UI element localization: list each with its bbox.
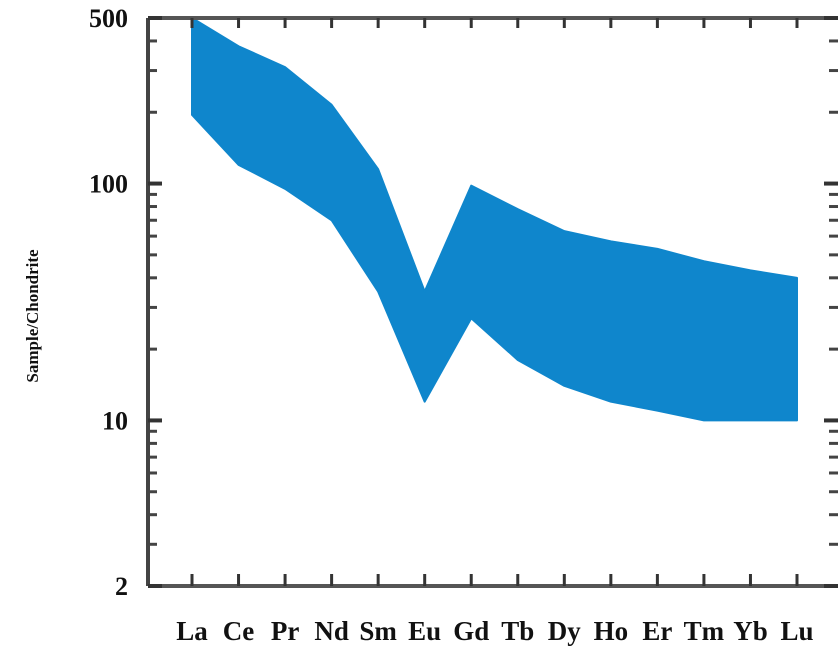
y-axis-label: Sample/Chondrite (23, 249, 42, 383)
x-tick-label-Nd: Nd (314, 616, 349, 646)
ticks-layer (148, 16, 838, 588)
y-tick-label-500: 500 (89, 4, 128, 33)
x-tick-label-Gd: Gd (453, 616, 489, 646)
x-tick-label-Ho: Ho (594, 616, 629, 646)
x-tick-label-Eu: Eu (408, 616, 441, 646)
labels-layer: Sample/Chondrite 2 10 100 500 La Ce Pr Nd Sm Eu Gd… (23, 4, 814, 646)
x-tick-label-Er: Er (642, 616, 672, 646)
y-tick-label-10: 10 (102, 406, 128, 435)
area-layer (191, 17, 798, 422)
x-tick-label-Ce: Ce (223, 616, 254, 646)
y-tick-label-100: 100 (89, 170, 128, 199)
x-tick-label-Lu: Lu (780, 616, 813, 646)
x-tick-label-Sm: Sm (359, 616, 397, 646)
x-tick-label-Pr: Pr (271, 616, 299, 646)
x-tick-label-Tb: Tb (501, 616, 534, 646)
x-tick-label-Yb: Yb (733, 616, 768, 646)
range-band-0 (191, 17, 798, 422)
y-tick-label-2: 2 (115, 572, 128, 601)
x-tick-label-Tm: Tm (684, 616, 725, 646)
x-tick-label-La: La (176, 616, 208, 646)
x-tick-label-Dy: Dy (548, 616, 581, 646)
